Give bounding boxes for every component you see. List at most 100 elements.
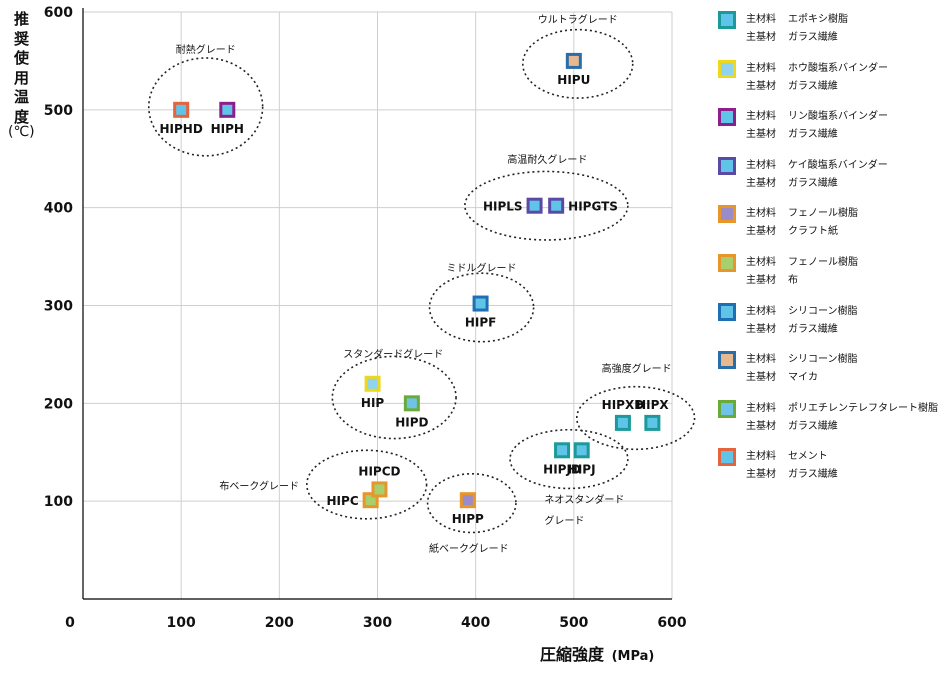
y-tick-label: 300 — [44, 299, 73, 315]
group-label: ウルトラグレード — [538, 13, 618, 26]
legend-value: 布 — [788, 274, 798, 286]
legend-value: ガラス繊維 — [788, 129, 838, 141]
legend-value: マイカ — [788, 372, 818, 384]
legend-key: 主基材 — [746, 469, 776, 481]
y-axis-label-char: 推 — [14, 10, 30, 28]
legend-text: 主基材 ガラス繊維 — [746, 417, 838, 432]
legend-value: リン酸塩系バインダー — [788, 111, 888, 123]
x-axis-label: 圧縮強度 (MPa) — [540, 641, 654, 665]
group-ellipse — [521, 28, 634, 99]
legend-text: 主基材 ガラス繊維 — [746, 28, 838, 43]
y-axis-label-char: 奨 — [14, 29, 30, 48]
legend-key: 主基材 — [746, 226, 776, 238]
data-point-marker — [644, 414, 661, 431]
x-tick-label: 300 — [363, 615, 392, 631]
x-tick-label: 100 — [167, 615, 196, 631]
y-tick-label: 200 — [44, 396, 73, 412]
legend-text: 主材料 シリコーン樹脂 — [746, 302, 858, 317]
data-point-label: HIPGTS — [568, 200, 618, 214]
legend-key: 主基材 — [746, 32, 776, 43]
legend-swatch — [718, 253, 736, 272]
legend-key: 主基材 — [746, 274, 776, 286]
group-ellipse — [428, 272, 535, 343]
data-point-marker — [459, 492, 476, 509]
group-label: 高強度グレード — [602, 362, 672, 375]
data-point-label: HIPP — [452, 512, 484, 526]
data-point-label: HIPCD — [358, 464, 400, 478]
legend-key: 主材料 — [746, 451, 776, 463]
data-point-label: HIPJD — [543, 462, 581, 476]
data-point-marker — [472, 295, 489, 312]
data-point-marker — [614, 414, 631, 431]
legend-key: 主材料 — [746, 402, 776, 414]
legend-item: 主材料 シリコーン樹脂主基材 マイカ — [718, 348, 943, 397]
legend-item: 主材料 ケイ酸塩系バインダー 主基材 ガラス繊維 — [718, 154, 943, 203]
legend-item: 主材料 シリコーン樹脂 主基材 ガラス繊維 — [718, 300, 943, 349]
data-point-label: HIP — [361, 396, 385, 410]
data-point-marker — [565, 52, 582, 69]
legend-value: シリコーン樹脂 — [788, 354, 858, 366]
legend-text: 主基材 ガラス繊維 — [746, 465, 838, 480]
legend-item: 主材料 ポリエチレンテレフタレート樹脂 主基材 ガラス繊維 — [718, 397, 943, 446]
legend-key: 主材料 — [746, 305, 776, 317]
x-tick-label: 0 — [65, 615, 75, 631]
legend-text: 主材料 ホウ酸塩系バインダー — [746, 59, 888, 74]
y-tick-label: 400 — [44, 201, 73, 217]
legend-text: 主材料 ケイ酸塩系バインダー — [746, 156, 888, 171]
group-label: ミドルグレード — [447, 261, 517, 274]
group-label: 耐熱グレード — [176, 43, 236, 56]
legend-item: 主材料 リン酸塩系バインダー 主基材 ガラス繊維 — [718, 105, 943, 154]
legend-key: 主材料 — [746, 256, 776, 268]
x-tick-label: 500 — [559, 615, 588, 631]
x-tick-label: 600 — [657, 615, 686, 631]
group-ellipse — [147, 57, 264, 157]
legend-text: 主基材 ガラス繊維 — [746, 174, 838, 189]
legend-swatch — [718, 399, 736, 418]
group-label: グレード — [544, 514, 584, 527]
legend-key: 主材料 — [746, 111, 776, 123]
group-ellipse — [575, 385, 696, 451]
data-point-label: HIPJ — [568, 462, 596, 476]
data-point-label: HIPX — [636, 398, 669, 412]
legend-text: 主基材 マイカ — [746, 368, 818, 383]
legend-value: クラフト紙 — [788, 226, 838, 238]
legend-value: ガラス繊維 — [788, 323, 838, 335]
legend-swatch — [718, 156, 736, 175]
legend-swatch — [718, 351, 736, 370]
data-point-marker — [364, 375, 381, 392]
data-point-marker — [371, 481, 388, 498]
group-ellipse — [509, 428, 629, 490]
legend-key: 主材料 — [746, 14, 776, 25]
data-point-marker — [173, 101, 190, 118]
data-point-marker — [526, 197, 543, 214]
legend-key: 主基材 — [746, 323, 776, 335]
legend-value: ガラス繊維 — [788, 32, 838, 43]
y-axis-unit: (℃) — [8, 124, 35, 140]
legend-text: 主材料 フェノール樹脂 — [746, 204, 858, 219]
legend-item: 主材料 エポキシ樹脂 主基材 ガラス繊維 — [718, 8, 943, 57]
group-label: 紙ベークグレード — [429, 542, 509, 555]
data-point-label: HIPH — [211, 122, 244, 136]
group-label: 高温耐久グレード — [507, 153, 587, 166]
legend-key: 主基材 — [746, 80, 776, 92]
group-label: スタンダードグレード — [343, 347, 443, 360]
legend-text: 主基材布 — [746, 271, 798, 286]
y-axis-label-char: 温 — [14, 88, 30, 106]
legend-swatch — [718, 59, 736, 78]
legend: 主材料 エポキシ樹脂 主基材 ガラス繊維 主材料 ホウ酸塩系バインダー 主基材 ガラス繊維 主材… — [718, 8, 943, 494]
legend-key: 主基材 — [746, 129, 776, 141]
data-point-marker — [573, 442, 590, 459]
legend-value: ケイ酸塩系バインダー — [788, 159, 888, 171]
legend-text: 主基材 ガラス繊維 — [746, 125, 838, 140]
legend-item: 主材料 セメント 主基材 ガラス繊維 — [718, 445, 943, 494]
legend-key: 主材料 — [746, 354, 776, 366]
legend-value: フェノール樹脂 — [788, 208, 858, 220]
legend-key: 主材料 — [746, 159, 776, 171]
legend-swatch — [718, 302, 736, 321]
data-point-marker — [403, 395, 420, 412]
y-tick-label: 500 — [44, 103, 73, 119]
data-point-marker — [554, 442, 571, 459]
legend-swatch — [718, 448, 736, 467]
